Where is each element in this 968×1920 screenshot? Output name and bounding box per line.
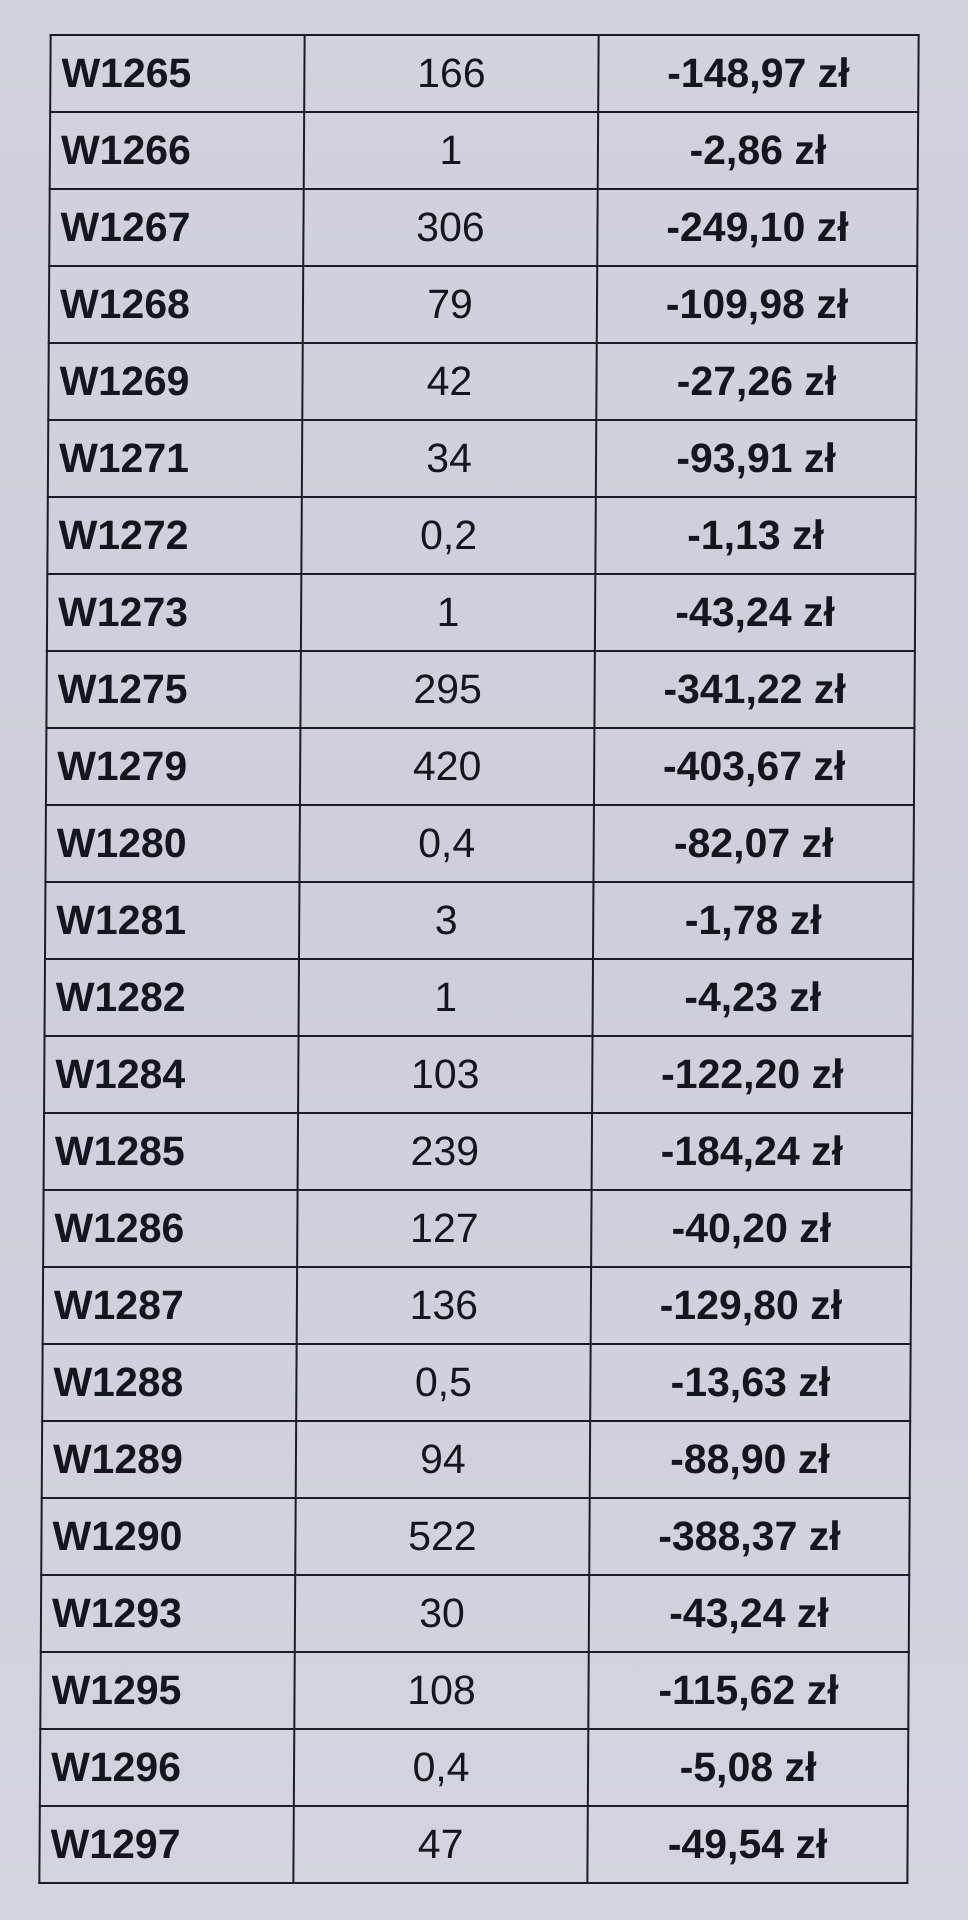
amount-cell: -388,37 zł bbox=[589, 1498, 910, 1575]
table-row: W1269 42 -27,26 zł bbox=[48, 343, 917, 420]
code-cell: W1284 bbox=[44, 1036, 299, 1113]
quantity-cell: 295 bbox=[300, 651, 595, 728]
amount-cell: -49,54 zł bbox=[587, 1806, 908, 1883]
amount-cell: -109,98 zł bbox=[596, 266, 918, 343]
table-row: W1281 3 -1,78 zł bbox=[45, 882, 914, 959]
quantity-cell: 34 bbox=[301, 420, 597, 497]
quantity-cell: 1 bbox=[303, 112, 599, 189]
quantity-cell: 42 bbox=[302, 343, 597, 420]
amount-cell: -148,97 zł bbox=[598, 35, 919, 112]
amount-cell: -184,24 zł bbox=[591, 1113, 913, 1190]
table-row: W1265 166 -148,97 zł bbox=[50, 35, 919, 112]
amount-cell: -27,26 zł bbox=[596, 343, 917, 420]
table-row: W1268 79 -109,98 zł bbox=[48, 266, 918, 343]
table-row: W1267 306 -249,10 zł bbox=[49, 189, 918, 266]
quantity-cell: 0,5 bbox=[296, 1344, 591, 1421]
code-cell: W1280 bbox=[45, 805, 300, 882]
amount-cell: -2,86 zł bbox=[597, 112, 919, 189]
quantity-cell: 306 bbox=[303, 189, 598, 266]
amount-cell: -341,22 zł bbox=[594, 651, 915, 728]
amount-cell: -13,63 zł bbox=[590, 1344, 911, 1421]
code-cell: W1282 bbox=[44, 959, 299, 1036]
code-cell: W1268 bbox=[48, 266, 304, 343]
code-cell: W1287 bbox=[42, 1267, 298, 1344]
table-row: W1272 0,2 -1,13 zł bbox=[47, 497, 916, 574]
table-row: W1293 30 -43,24 zł bbox=[40, 1575, 910, 1652]
quantity-cell: 522 bbox=[295, 1498, 590, 1575]
amount-cell: -4,23 zł bbox=[592, 959, 913, 1036]
code-cell: W1269 bbox=[48, 343, 303, 420]
code-cell: W1275 bbox=[46, 651, 301, 728]
amount-cell: -249,10 zł bbox=[597, 189, 918, 266]
code-cell: W1279 bbox=[45, 728, 301, 805]
table-row: W1285 239 -184,24 zł bbox=[43, 1113, 913, 1190]
table-row: W1279 420 -403,67 zł bbox=[45, 728, 915, 805]
quantity-cell: 94 bbox=[295, 1421, 591, 1498]
quantity-cell: 0,4 bbox=[293, 1729, 589, 1806]
quantity-cell: 420 bbox=[299, 728, 595, 805]
code-cell: W1285 bbox=[43, 1113, 299, 1190]
code-cell: W1288 bbox=[42, 1344, 297, 1421]
table-row: W1282 1 -4,23 zł bbox=[44, 959, 913, 1036]
quantity-cell: 0,4 bbox=[299, 805, 594, 882]
amount-cell: -43,24 zł bbox=[588, 1575, 910, 1652]
code-cell: W1267 bbox=[49, 189, 304, 266]
amount-cell: -115,62 zł bbox=[588, 1652, 909, 1729]
code-cell: W1289 bbox=[41, 1421, 297, 1498]
quantity-cell: 166 bbox=[304, 35, 599, 112]
amount-cell: -403,67 zł bbox=[593, 728, 915, 805]
quantity-cell: 30 bbox=[294, 1575, 590, 1652]
quantity-cell: 1 bbox=[300, 574, 596, 651]
table-row: W1297 47 -49,54 zł bbox=[39, 1806, 908, 1883]
amount-cell: -1,13 zł bbox=[595, 497, 916, 574]
code-cell: W1281 bbox=[45, 882, 300, 959]
code-cell: W1265 bbox=[50, 35, 305, 112]
table-body: W1265 166 -148,97 zł W1266 1 -2,86 zł W1267 306… bbox=[39, 35, 919, 1883]
table-row: W1284 103 -122,20 zł bbox=[44, 1036, 913, 1113]
code-cell: W1290 bbox=[41, 1498, 296, 1575]
amount-cell: -43,24 zł bbox=[594, 574, 916, 651]
quantity-cell: 136 bbox=[296, 1267, 592, 1344]
quantity-cell: 79 bbox=[302, 266, 598, 343]
table-row: W1266 1 -2,86 zł bbox=[49, 112, 919, 189]
table-row: W1295 108 -115,62 zł bbox=[40, 1652, 909, 1729]
table-row: W1289 94 -88,90 zł bbox=[41, 1421, 911, 1498]
table-row: W1273 1 -43,24 zł bbox=[46, 574, 916, 651]
amount-cell: -82,07 zł bbox=[593, 805, 914, 882]
code-cell: W1297 bbox=[39, 1806, 294, 1883]
quantity-cell: 239 bbox=[297, 1113, 593, 1190]
quantity-cell: 103 bbox=[298, 1036, 593, 1113]
code-cell: W1266 bbox=[49, 112, 305, 189]
table-row: W1280 0,4 -82,07 zł bbox=[45, 805, 914, 882]
data-table: W1265 166 -148,97 zł W1266 1 -2,86 zł W1267 306… bbox=[38, 34, 920, 1884]
table-row: W1271 34 -93,91 zł bbox=[47, 420, 917, 497]
quantity-cell: 3 bbox=[299, 882, 594, 959]
amount-cell: -122,20 zł bbox=[592, 1036, 913, 1113]
code-cell: W1295 bbox=[40, 1652, 295, 1729]
quantity-cell: 0,2 bbox=[301, 497, 596, 574]
table-row: W1275 295 -341,22 zł bbox=[46, 651, 915, 728]
table-row: W1287 136 -129,80 zł bbox=[42, 1267, 912, 1344]
code-cell: W1273 bbox=[46, 574, 302, 651]
code-cell: W1271 bbox=[47, 420, 303, 497]
amount-cell: -5,08 zł bbox=[587, 1729, 909, 1806]
table-row: W1290 522 -388,37 zł bbox=[41, 1498, 910, 1575]
amount-cell: -88,90 zł bbox=[589, 1421, 911, 1498]
table-row: W1296 0,4 -5,08 zł bbox=[39, 1729, 909, 1806]
amount-cell: -93,91 zł bbox=[595, 420, 917, 497]
amount-cell: -40,20 zł bbox=[591, 1190, 912, 1267]
code-cell: W1272 bbox=[47, 497, 302, 574]
quantity-cell: 1 bbox=[298, 959, 593, 1036]
table-row: W1288 0,5 -13,63 zł bbox=[42, 1344, 911, 1421]
code-cell: W1296 bbox=[39, 1729, 295, 1806]
table-row: W1286 127 -40,20 zł bbox=[43, 1190, 912, 1267]
quantity-cell: 108 bbox=[294, 1652, 589, 1729]
quantity-cell: 47 bbox=[293, 1806, 588, 1883]
code-cell: W1286 bbox=[43, 1190, 298, 1267]
amount-cell: -1,78 zł bbox=[593, 882, 914, 959]
amount-cell: -129,80 zł bbox=[590, 1267, 912, 1344]
quantity-cell: 127 bbox=[297, 1190, 592, 1267]
code-cell: W1293 bbox=[40, 1575, 296, 1652]
